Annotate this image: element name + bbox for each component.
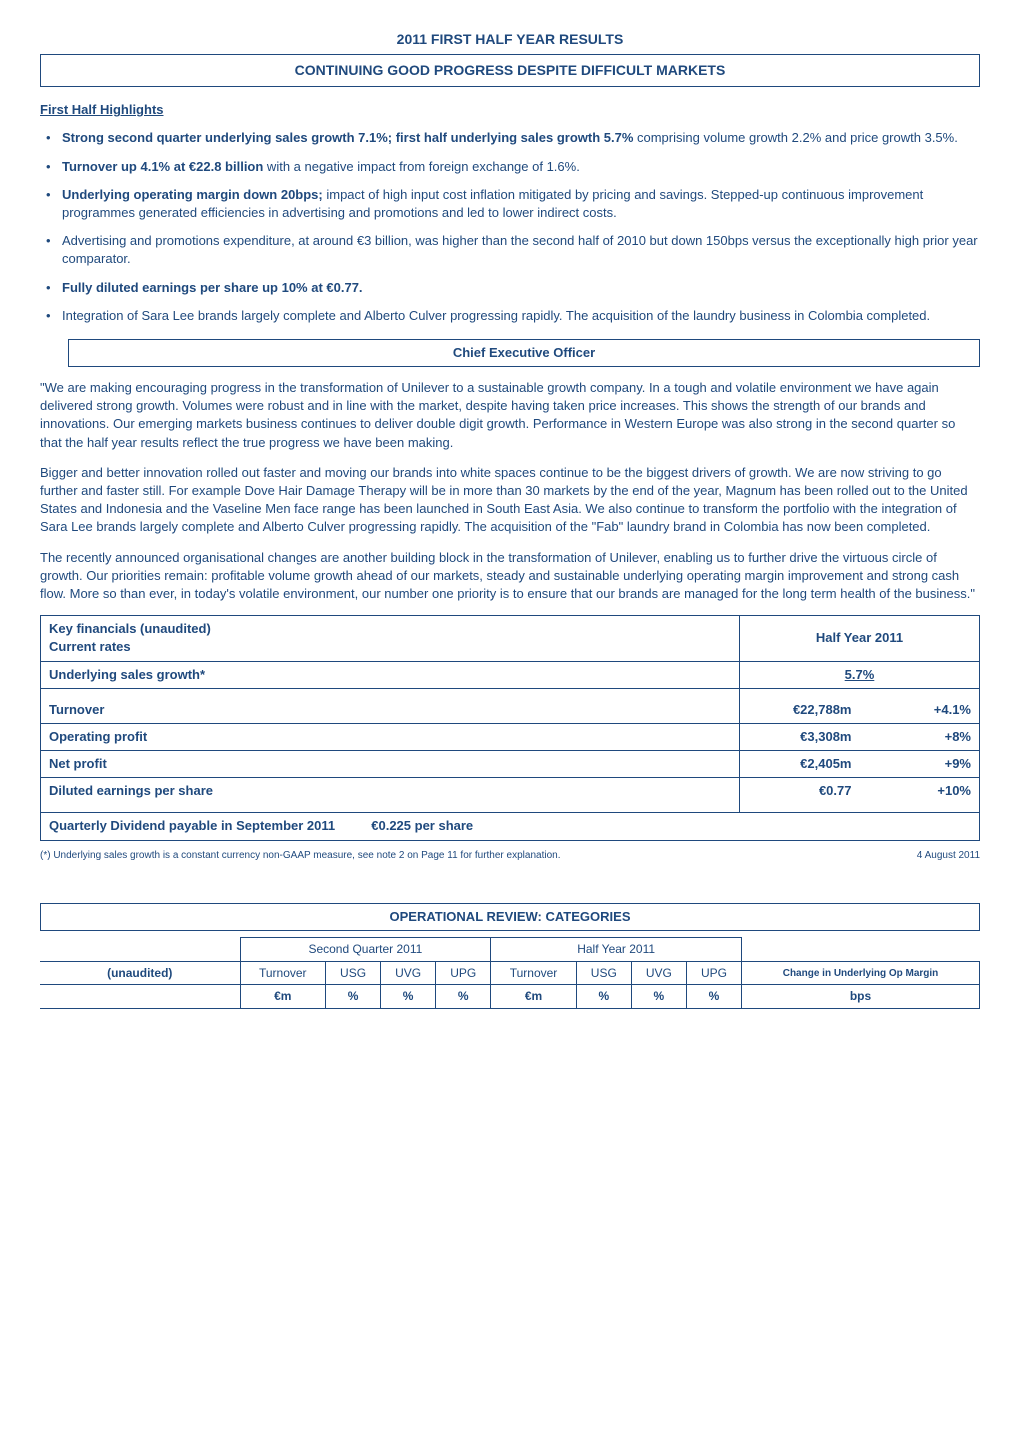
- highlight-bold: Turnover up 4.1% at €22.8 billion: [62, 159, 263, 174]
- ops-col: UPG: [436, 961, 491, 985]
- ceo-heading: Chief Executive Officer: [68, 339, 980, 367]
- kf-period: Half Year 2011: [740, 616, 980, 661]
- kf-row-label: Diluted earnings per share: [41, 778, 740, 813]
- ops-col: USG: [576, 961, 631, 985]
- ops-unit: €m: [491, 985, 577, 1009]
- highlight-item: Fully diluted earnings per share up 10% …: [40, 279, 980, 297]
- footnote: (*) Underlying sales growth is a constan…: [40, 849, 980, 863]
- highlight-item: Underlying operating margin down 20bps; …: [40, 186, 980, 222]
- ops-unit: %: [326, 985, 381, 1009]
- key-financials-table: Key financials (unaudited) Current rates…: [40, 615, 980, 841]
- ops-col: USG: [326, 961, 381, 985]
- ops-unit: %: [631, 985, 686, 1009]
- highlight-text: Advertising and promotions expenditure, …: [62, 233, 978, 266]
- ops-blank: [40, 985, 240, 1009]
- kf-row-value: €3,308m: [740, 723, 860, 750]
- highlight-bold: Underlying operating margin down 20bps;: [62, 187, 323, 202]
- ops-col: Turnover: [491, 961, 577, 985]
- ops-col: UVG: [381, 961, 436, 985]
- kf-row-value: €2,405m: [740, 751, 860, 778]
- kf-dividend-label: Quarterly Dividend payable in September …: [49, 818, 335, 833]
- highlight-item: Advertising and promotions expenditure, …: [40, 232, 980, 268]
- page-subtitle: CONTINUING GOOD PROGRESS DESPITE DIFFICU…: [40, 54, 980, 88]
- footnote-text: (*) Underlying sales growth is a constan…: [40, 849, 560, 863]
- kf-row-delta: +4.1%: [860, 688, 980, 723]
- kf-row-label: Net profit: [41, 751, 740, 778]
- highlight-bold: Fully diluted earnings per share up 10% …: [62, 280, 363, 295]
- ops-col: UPG: [686, 961, 741, 985]
- highlights-heading: First Half Highlights: [40, 101, 980, 119]
- kf-dividend-value: €0.225 per share: [371, 818, 473, 833]
- ceo-paragraph: Bigger and better innovation rolled out …: [40, 464, 980, 537]
- kf-title-cell: Key financials (unaudited) Current rates: [41, 616, 740, 661]
- ops-col: UVG: [631, 961, 686, 985]
- ops-blank: [742, 937, 980, 961]
- highlight-bold: Strong second quarter underlying sales g…: [62, 130, 633, 145]
- highlights-list: Strong second quarter underlying sales g…: [40, 129, 980, 325]
- page-title: 2011 FIRST HALF YEAR RESULTS: [40, 30, 980, 50]
- ops-unit: %: [576, 985, 631, 1009]
- ops-unit: %: [436, 985, 491, 1009]
- ops-unit: bps: [742, 985, 980, 1009]
- kf-title-1: Key financials (unaudited): [49, 621, 211, 636]
- kf-usg-label: Underlying sales growth*: [41, 661, 740, 688]
- ceo-paragraph: The recently announced organisational ch…: [40, 549, 980, 604]
- ops-col: Turnover: [240, 961, 326, 985]
- kf-row-label: Turnover: [41, 688, 740, 723]
- ops-group-1: Second Quarter 2011: [240, 937, 491, 961]
- highlight-item: Turnover up 4.1% at €22.8 billion with a…: [40, 158, 980, 176]
- ops-row-label: (unaudited): [40, 961, 240, 985]
- highlight-item: Strong second quarter underlying sales g…: [40, 129, 980, 147]
- kf-row-label: Operating profit: [41, 723, 740, 750]
- ops-change-label: Change in Underlying Op Margin: [742, 961, 980, 985]
- highlight-item: Integration of Sara Lee brands largely c…: [40, 307, 980, 325]
- ops-table: Second Quarter 2011 Half Year 2011 (unau…: [40, 937, 980, 1009]
- ops-unit: %: [381, 985, 436, 1009]
- kf-row-delta: +9%: [860, 751, 980, 778]
- footnote-date: 4 August 2011: [917, 849, 980, 863]
- kf-dividend: Quarterly Dividend payable in September …: [41, 813, 980, 840]
- ops-unit: %: [686, 985, 741, 1009]
- ceo-paragraph: "We are making encouraging progress in t…: [40, 379, 980, 452]
- kf-row-delta: +10%: [860, 778, 980, 813]
- kf-row-value: €22,788m: [740, 688, 860, 723]
- kf-usg-value: 5.7%: [740, 661, 980, 688]
- ops-title: OPERATIONAL REVIEW: CATEGORIES: [40, 903, 980, 931]
- highlight-text: Integration of Sara Lee brands largely c…: [62, 308, 930, 323]
- ops-blank: [40, 937, 240, 961]
- highlight-text: with a negative impact from foreign exch…: [263, 159, 580, 174]
- kf-row-value: €0.77: [740, 778, 860, 813]
- highlight-text: comprising volume growth 2.2% and price …: [633, 130, 957, 145]
- ops-unit: €m: [240, 985, 326, 1009]
- ops-group-2: Half Year 2011: [491, 937, 742, 961]
- kf-row-delta: +8%: [860, 723, 980, 750]
- kf-title-2: Current rates: [49, 639, 131, 654]
